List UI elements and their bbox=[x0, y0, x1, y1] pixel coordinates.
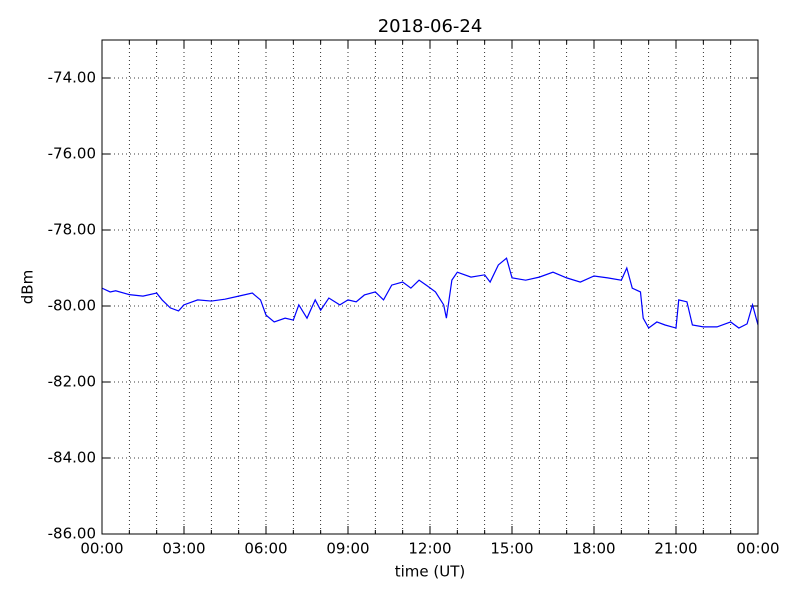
x-tick-label: 06:00 bbox=[244, 540, 287, 558]
y-axis-label: dBm bbox=[19, 270, 37, 304]
x-tick-label: 21:00 bbox=[654, 540, 697, 558]
x-axis-label: time (UT) bbox=[395, 563, 466, 581]
x-tick-label: 09:00 bbox=[326, 540, 369, 558]
y-tick-label: -74.00 bbox=[48, 69, 96, 87]
y-tick-label: -82.00 bbox=[48, 373, 96, 391]
x-tick-label: 00:00 bbox=[736, 540, 779, 558]
y-tick-label: -76.00 bbox=[48, 145, 96, 163]
data-line bbox=[101, 257, 759, 329]
x-tick-label: 15:00 bbox=[490, 540, 533, 558]
x-tick-label: 12:00 bbox=[408, 540, 451, 558]
chart-title: 2018-06-24 bbox=[378, 16, 483, 37]
y-tick-label: -80.00 bbox=[48, 297, 96, 315]
y-tick-label: -84.00 bbox=[48, 449, 96, 467]
plot-frame bbox=[101, 39, 759, 535]
y-tick-label: -78.00 bbox=[48, 221, 96, 239]
x-tick-label: 03:00 bbox=[162, 540, 205, 558]
x-tick-label: 00:00 bbox=[80, 540, 123, 558]
y-tick-label: -86.00 bbox=[48, 525, 96, 543]
x-tick-label: 18:00 bbox=[572, 540, 615, 558]
